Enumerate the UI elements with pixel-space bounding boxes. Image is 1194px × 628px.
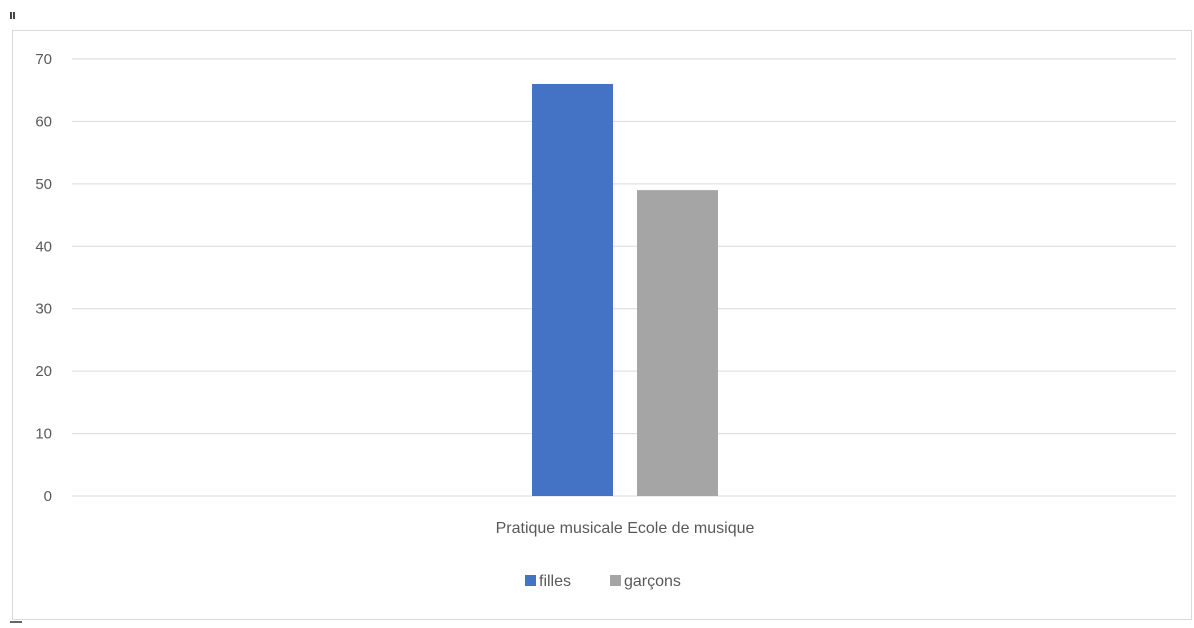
gridlines xyxy=(72,58,1176,497)
y-tick-label: 10 xyxy=(35,426,52,443)
corner-mark-top xyxy=(10,12,15,19)
legend: filles garçons xyxy=(525,573,681,590)
bar-garcons xyxy=(637,190,718,496)
y-axis-tick-labels: 0 10 20 30 40 50 60 70 xyxy=(35,51,52,505)
category-label: Pratique musicale Ecole de musique xyxy=(496,520,755,537)
legend-label-garcons: garçons xyxy=(624,573,681,590)
y-tick-label: 0 xyxy=(44,488,52,505)
y-tick-label: 20 xyxy=(35,363,52,380)
y-tick-label: 50 xyxy=(35,176,52,193)
y-tick-label: 60 xyxy=(35,113,52,130)
y-tick-label: 70 xyxy=(35,51,52,68)
y-tick-label: 40 xyxy=(35,238,52,255)
corner-mark-bottom xyxy=(10,621,22,623)
legend-swatch-filles xyxy=(525,575,536,586)
legend-label-filles: filles xyxy=(539,573,571,590)
legend-swatch-garcons xyxy=(610,575,621,586)
category-labels: Pratique musicale Ecole de musique xyxy=(496,520,755,537)
bar-filles xyxy=(532,83,613,496)
y-tick-label: 30 xyxy=(35,301,52,318)
bars xyxy=(532,83,718,496)
